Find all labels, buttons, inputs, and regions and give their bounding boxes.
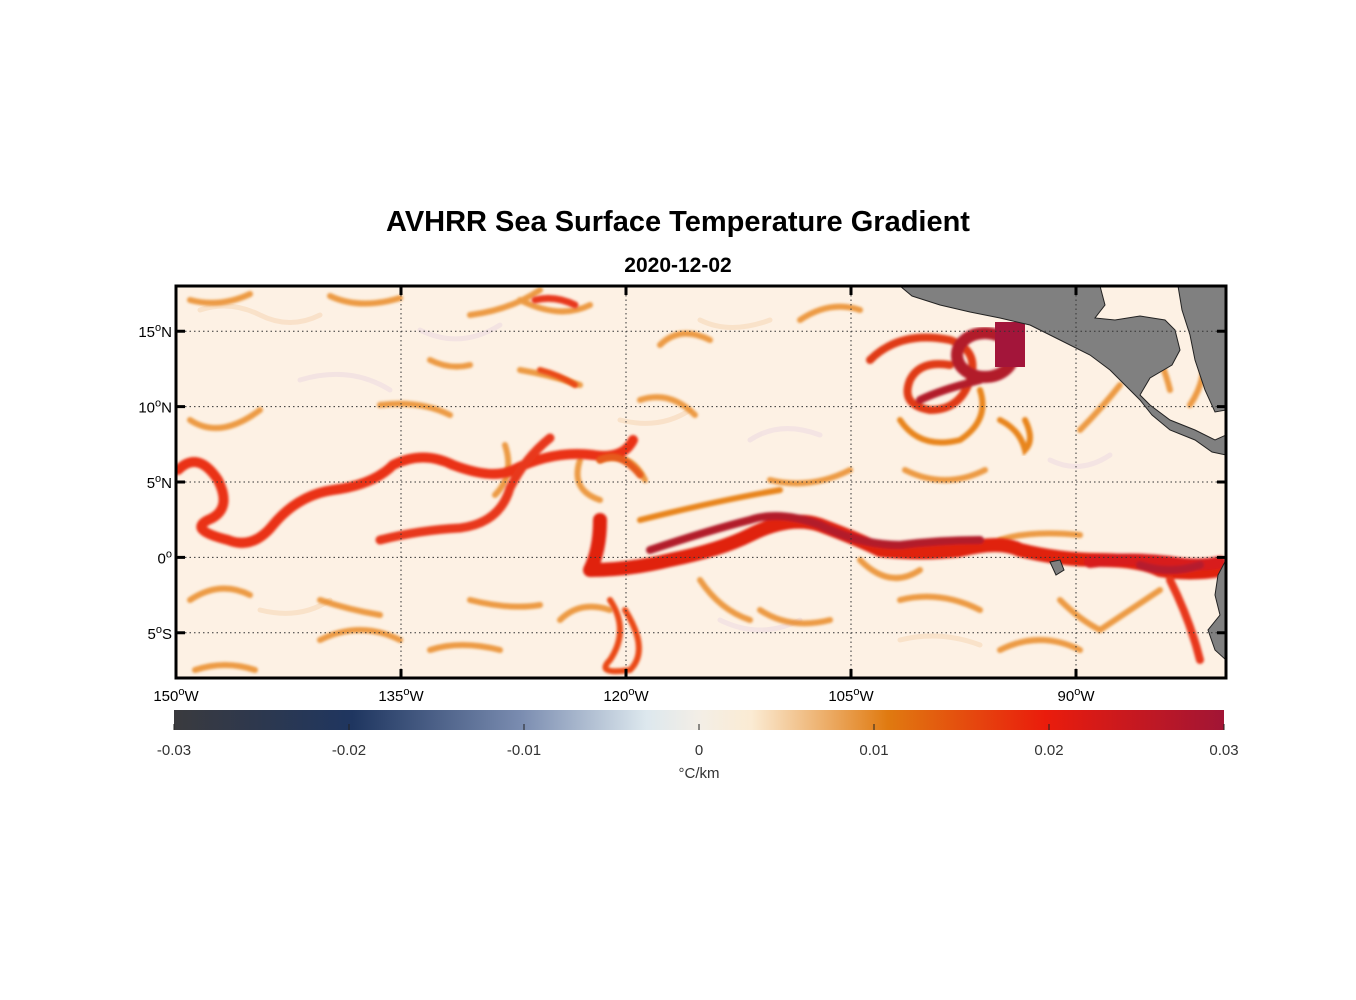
colorbar-tick-label: 0.03 [1209,742,1238,759]
colorbar-unit-label: °C/km [679,765,720,782]
saturated-patch [995,322,1025,367]
lon-tick-label: 105oW [828,686,874,705]
colorbar-tick-label: -0.03 [157,742,191,759]
longitude-labels: 150oW 135oW 120oW 105oW 90oW [153,686,1095,705]
colorbar-tick-label: 0 [695,742,703,759]
land-south-america [1207,559,1226,661]
chart-subtitle: 2020-12-02 [624,254,732,277]
colorbar-tick-label: 0.02 [1034,742,1063,759]
lat-tick-label: 5oN [147,473,172,492]
lat-tick-label: 5oS [148,624,172,643]
colorbar-tick-label: 0.01 [859,742,888,759]
colorbar-tick-label: -0.02 [332,742,366,759]
lon-tick-label: 150oW [153,686,199,705]
colorbar-ticks: -0.03 -0.02 -0.01 0 0.01 0.02 0.03 [157,724,1239,759]
background-texture [197,303,1113,648]
chart-title: AVHRR Sea Surface Temperature Gradient [386,206,970,238]
latitude-labels: 15oN 10oN 5oN 0o 5oS [138,322,172,643]
lon-tick-label: 120oW [603,686,649,705]
land-central-america [899,286,1226,456]
equatorial-front [176,294,1226,675]
colorbar-ramp [174,710,1224,730]
lon-tick-label: 135oW [378,686,424,705]
lat-tick-label: 10oN [138,398,172,417]
lat-tick-label: 0o [158,548,172,567]
galapagos-islands [1049,559,1065,576]
tick-marks [174,286,1226,678]
lat-tick-label: 15oN [138,322,172,341]
lon-tick-label: 90oW [1058,686,1096,705]
colorbar: -0.03 -0.02 -0.01 0 0.01 0.02 0.03 °C/km [157,710,1239,782]
gradient-fronts-moderate [187,287,1207,673]
map-area [176,286,1226,678]
colorbar-tick-label: -0.01 [507,742,541,759]
